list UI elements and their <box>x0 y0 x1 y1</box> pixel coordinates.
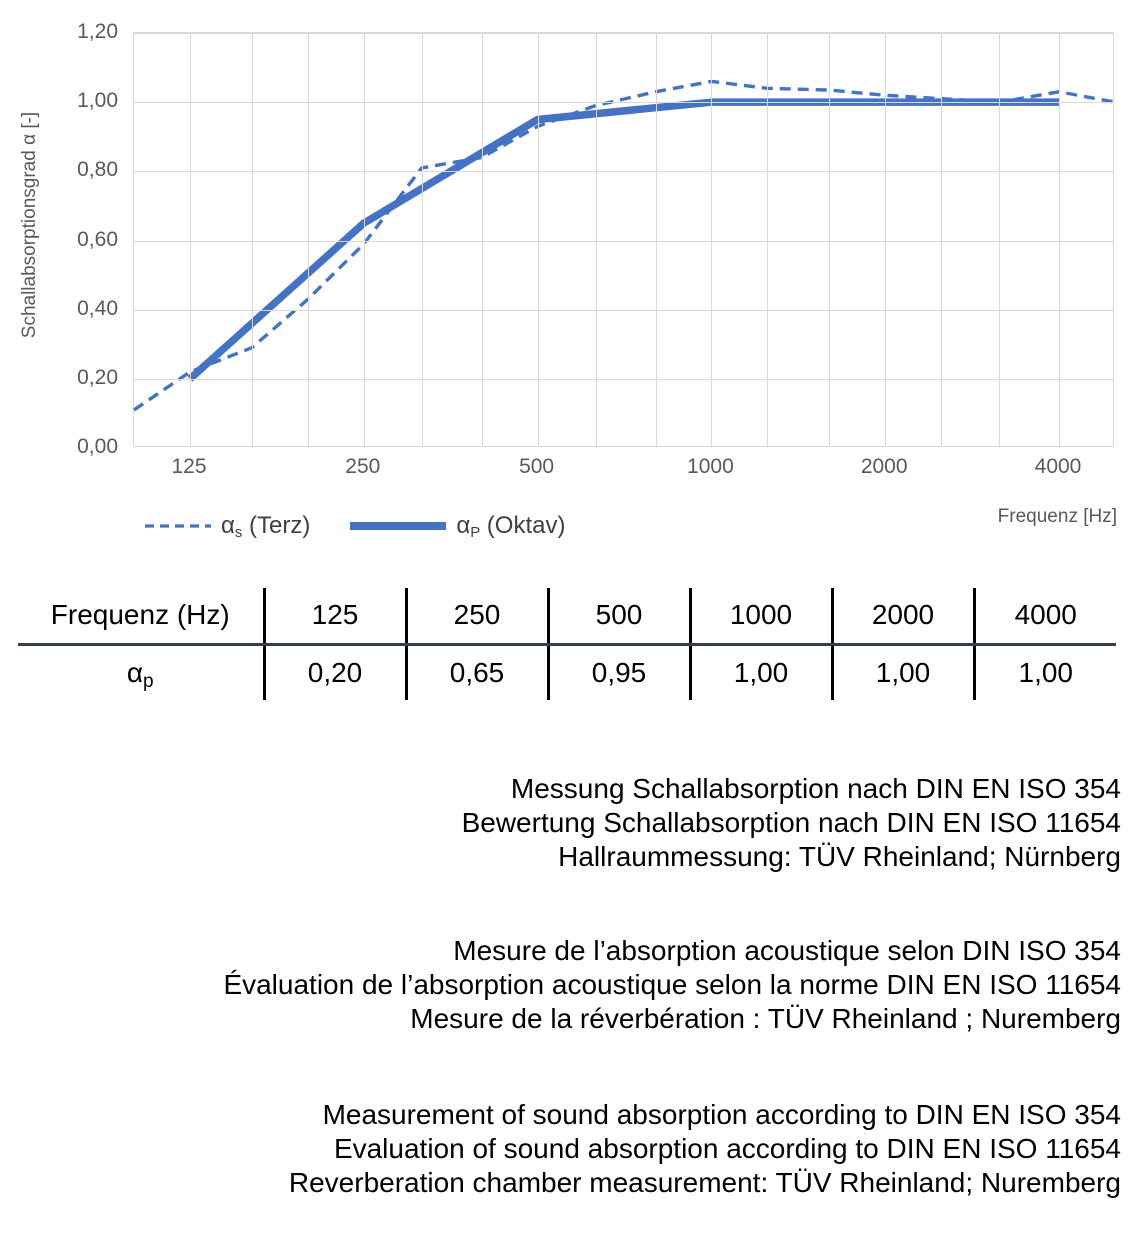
table-row: Frequenz (Hz) 125 250 500 1000 2000 4000 <box>18 588 1116 646</box>
table-row-label-alpha-p: αp <box>126 656 154 693</box>
gridline-vertical <box>999 33 1001 446</box>
notes-german: Messung Schallabsorption nach DIN EN ISO… <box>462 772 1121 874</box>
legend-entry-oktav[interactable]: αP (Oktav) <box>350 512 566 542</box>
gridline-vertical <box>1059 33 1060 446</box>
gridline-vertical <box>595 33 597 446</box>
x-tick-label: 250 <box>345 455 381 478</box>
note-line: Bewertung Schallabsorption nach DIN EN I… <box>461 807 1121 838</box>
gridline-vertical <box>363 33 365 446</box>
table-alpha-p-cell: 1,00 <box>972 644 1116 700</box>
legend-label: αs (Terz) <box>221 512 311 542</box>
y-tick-label: 0,00 <box>77 435 118 458</box>
note-line: Messung Schallabsorption nach DIN EN ISO… <box>510 773 1121 804</box>
note-line: Mesure de la réverbération : TÜV Rheinla… <box>410 1003 1121 1034</box>
gridline-vertical <box>537 33 539 446</box>
table-frequency-cell: 1000 <box>688 588 832 646</box>
notes-french: Mesure de l’absorption acoustique selon … <box>223 934 1121 1036</box>
y-tick-label: 1,20 <box>77 20 118 43</box>
y-tick-label: 0,20 <box>77 365 118 389</box>
gridline-vertical <box>421 33 423 446</box>
table-frequency-cell: 250 <box>404 588 548 646</box>
absorption-data-table: Frequenz (Hz) 125 250 500 1000 2000 4000 αp 0,20… <box>18 588 1116 700</box>
note-line: Measurement of sound absorption accordin… <box>322 1099 1121 1130</box>
gridline-horizontal <box>134 378 1113 380</box>
table-frequency-cell: 125 <box>262 588 406 646</box>
gridline-vertical <box>481 33 483 446</box>
table-alpha-p-cell: 1,00 <box>688 644 832 700</box>
legend-label: αP (Oktav) <box>456 512 566 542</box>
note-line: Évaluation de l’absorption acoustique se… <box>223 969 1121 1000</box>
y-axis-title: Schallabsorptionsgrad α [-] <box>10 0 50 450</box>
table-header-label: Frequenz (Hz) <box>18 588 264 646</box>
gridline-vertical <box>251 33 253 446</box>
y-axis-title-label: Schallabsorptionsgrad α [-] <box>19 111 40 339</box>
y-tick-label: 0,40 <box>77 296 118 320</box>
gridline-vertical <box>941 33 943 446</box>
y-tick-label: 1,00 <box>77 89 118 113</box>
gridline-vertical <box>767 33 769 446</box>
table-frequency-cell: 500 <box>546 588 690 646</box>
chart-legend: αs (Terz) αP (Oktav) <box>145 505 565 547</box>
x-tick-label: 500 <box>519 455 555 478</box>
gridline-vertical <box>885 33 887 446</box>
table-row: αp 0,20 0,65 0,95 1,00 1,00 1,00 <box>18 644 1116 700</box>
note-line: Hallraummessung: TÜV Rheinland; Nürnberg <box>558 841 1121 872</box>
y-axis-tick-labels: 0,00 0,20 0,40 0,60 0,80 1,00 1,20 <box>56 20 126 458</box>
note-line: Mesure de l’absorption acoustique selon … <box>453 935 1121 966</box>
y-tick-label: 0,60 <box>77 227 118 251</box>
plot-area <box>133 32 1116 447</box>
gridline-vertical <box>829 33 831 446</box>
table-frequency-cell: 4000 <box>972 588 1116 646</box>
legend-entry-terz[interactable]: αs (Terz) <box>145 512 311 542</box>
table-frequency-cell: 2000 <box>830 588 974 646</box>
gridline-vertical <box>190 33 191 446</box>
legend-swatch-solid-line-icon <box>350 522 447 530</box>
legend-swatch-dashed-line-icon <box>145 524 211 528</box>
table-alpha-p-cell: 0,95 <box>546 644 690 700</box>
x-axis-title: Frequenz [Hz] <box>997 506 1117 527</box>
gridline-vertical <box>711 33 713 446</box>
table-alpha-p-cell: 1,00 <box>830 644 974 700</box>
x-tick-label: 1000 <box>687 455 734 478</box>
series-line-terz <box>133 79 1116 412</box>
gridline-horizontal <box>134 309 1113 311</box>
notes-english: Measurement of sound absorption accordin… <box>289 1098 1121 1200</box>
x-tick-label: 2000 <box>860 455 908 478</box>
note-line: Evaluation of sound absorption according… <box>333 1133 1121 1164</box>
x-tick-label: 4000 <box>1034 455 1082 478</box>
series-layer <box>133 79 1116 412</box>
y-tick-label: 0,80 <box>77 158 118 182</box>
gridline-horizontal <box>134 33 1113 34</box>
series-line-oktav <box>187 98 1060 382</box>
gridline-vertical <box>307 33 309 446</box>
absorption-chart: Schallabsorptionsgrad α [-] 0,00 0,20 0,40… <box>0 0 1135 560</box>
gridline-horizontal <box>134 171 1113 173</box>
table-alpha-p-cell: 0,65 <box>404 644 548 700</box>
note-line: Reverberation chamber measurement: TÜV R… <box>288 1167 1121 1198</box>
gridline-horizontal <box>134 240 1113 242</box>
gridline-horizontal <box>134 102 1113 104</box>
x-tick-label: 125 <box>171 455 207 478</box>
x-axis-tick-labels: 125 250 500 1000 2000 4000 <box>133 455 1114 485</box>
table-alpha-p-cell: 0,20 <box>262 644 406 700</box>
gridline-vertical <box>655 33 657 446</box>
